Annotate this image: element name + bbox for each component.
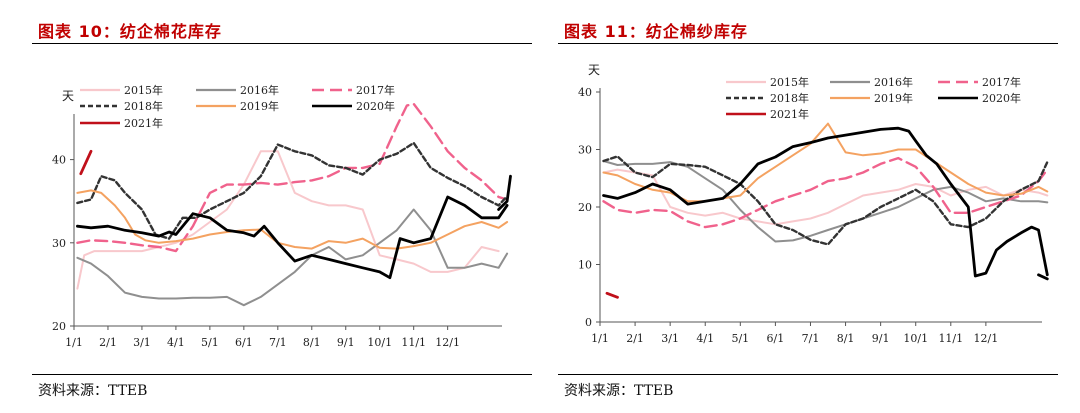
- x-tick-label: 3/1: [661, 332, 679, 345]
- series-line: [76, 141, 509, 240]
- legend-label: 2020年: [982, 91, 1021, 105]
- y-tick-label: 40: [578, 86, 592, 99]
- x-tick-label: 5/1: [201, 336, 219, 349]
- series-line: [1037, 273, 1049, 281]
- x-tick-label: 2/1: [99, 336, 117, 349]
- x-tick-label: 7/1: [269, 336, 287, 349]
- x-tick-label: 10/1: [903, 332, 928, 345]
- legend-label: 2018年: [770, 91, 809, 105]
- x-tick-label: 8/1: [303, 336, 321, 349]
- series-line: [602, 168, 1049, 226]
- chart-title: 图表 10：纺企棉花库存: [38, 22, 222, 41]
- x-tick-label: 2/1: [626, 332, 644, 345]
- legend-label: 2021年: [124, 116, 163, 130]
- y-tick-label: 10: [578, 259, 592, 272]
- legend-label: 2016年: [240, 83, 279, 97]
- series-line: [602, 126, 1049, 278]
- x-tick-label: 9/1: [872, 332, 890, 345]
- series-line: [76, 102, 509, 253]
- x-tick-label: 12/1: [974, 332, 999, 345]
- source-rule: [32, 374, 532, 375]
- legend-label: 2020年: [356, 99, 395, 113]
- y-axis-unit: 天: [62, 89, 74, 103]
- legend-label: 2015年: [770, 75, 809, 89]
- y-tick-label: 40: [52, 154, 66, 167]
- legend-label: 2017年: [982, 75, 1021, 89]
- x-tick-label: 8/1: [837, 332, 855, 345]
- x-tick-label: 1/1: [591, 332, 609, 345]
- source-rule: [558, 374, 1058, 375]
- legend-label: 2021年: [770, 107, 809, 121]
- x-tick-label: 1/1: [65, 336, 83, 349]
- series-line: [605, 291, 619, 299]
- y-axis-unit: 天: [588, 63, 600, 77]
- chart-panel-cotton: 图表 10：纺企棉花库存 天 20 30 40 1/1 2/1 3/1 4/1 5/1 6/1 7/…: [32, 0, 532, 413]
- y-tick-label: 20: [578, 201, 592, 214]
- x-tick-label: 4/1: [167, 336, 185, 349]
- x-tick-label: 11/1: [938, 332, 963, 345]
- legend-label: 2018年: [124, 99, 163, 113]
- series-line: [76, 208, 509, 307]
- x-tick-label: 4/1: [696, 332, 714, 345]
- x-tick-label: 5/1: [731, 332, 749, 345]
- y-tick-label: 20: [52, 320, 66, 333]
- y-tick-label: 30: [52, 237, 66, 250]
- legend-label: 2016年: [874, 75, 913, 89]
- x-tick-label: 9/1: [337, 336, 355, 349]
- data-source: 资料来源：TTEB: [38, 383, 148, 399]
- y-tick-label: 30: [578, 144, 592, 157]
- series-line: [76, 189, 509, 250]
- x-tick-label: 3/1: [133, 336, 151, 349]
- title-rule: [32, 43, 532, 44]
- cotton-inventory-chart: 天 20 30 40 1/1 2/1 3/1 4/1 5/1 6/1 7/1 8/1 9/1 10/1 11…: [52, 83, 512, 349]
- title-rule: [558, 43, 1058, 44]
- yarn-inventory-chart: 天 0 10 20 30 40 1/1 2/1 3/1 4/1 5/1 6/1 7/1 8/1 9/1 10/…: [578, 63, 1049, 345]
- series-line: [602, 160, 1049, 243]
- legend-label: 2019年: [874, 91, 913, 105]
- legend-label: 2017年: [356, 83, 395, 97]
- series-line: [76, 150, 500, 290]
- series-line: [602, 155, 1049, 246]
- chart-title: 图表 11：纺企棉纱库存: [564, 22, 748, 41]
- x-tick-label: 10/1: [367, 336, 392, 349]
- legend-label: 2019年: [240, 99, 279, 113]
- x-tick-label: 7/1: [802, 332, 820, 345]
- x-tick-label: 6/1: [235, 336, 253, 349]
- series-line: [602, 156, 1049, 229]
- series-line: [76, 195, 509, 280]
- series-line: [79, 149, 93, 176]
- data-source: 资料来源：TTEB: [564, 383, 674, 399]
- x-tick-label: 12/1: [435, 336, 460, 349]
- y-tick-label: 0: [585, 316, 592, 329]
- chart-panel-yarn: 图表 11：纺企棉纱库存 天 0 10 20 30 40 1/1 2/1 3/1 4/1 5/1 6/…: [558, 0, 1058, 413]
- x-tick-label: 11/1: [401, 336, 426, 349]
- legend-label: 2015年: [124, 83, 163, 97]
- x-tick-label: 6/1: [767, 332, 785, 345]
- series-line: [497, 174, 512, 211]
